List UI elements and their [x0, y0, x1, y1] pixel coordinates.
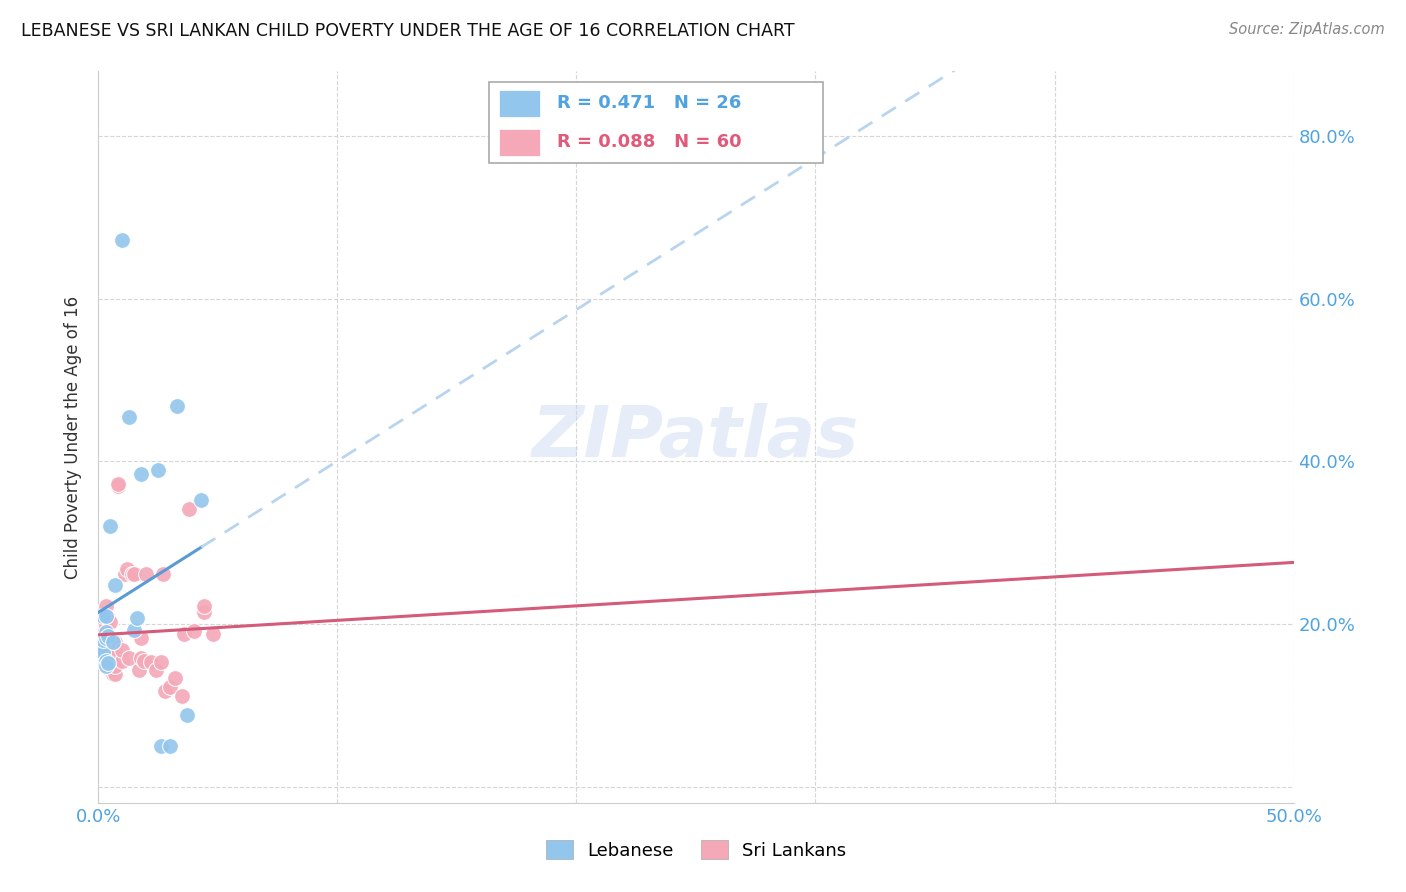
Point	[128, 663, 150, 677]
Point	[101, 643, 124, 657]
Point	[111, 654, 134, 668]
Text: ZIPatlas: ZIPatlas	[533, 402, 859, 472]
Point	[90, 631, 112, 645]
Point	[97, 610, 120, 624]
Point	[94, 607, 117, 622]
Point	[172, 689, 194, 703]
Point	[97, 639, 120, 653]
Point	[149, 739, 172, 753]
Point	[97, 631, 120, 645]
Point	[152, 566, 174, 581]
Y-axis label: Child Poverty Under the Age of 16: Child Poverty Under the Age of 16	[65, 295, 83, 579]
Point	[94, 625, 117, 640]
Point	[155, 683, 177, 698]
Point	[97, 656, 120, 670]
Point	[91, 639, 114, 653]
Point	[90, 654, 112, 668]
Text: R = 0.471   N = 26: R = 0.471 N = 26	[557, 95, 742, 112]
Point	[104, 643, 127, 657]
Point	[101, 651, 124, 665]
Point	[193, 605, 215, 619]
Point	[125, 610, 148, 624]
Point	[190, 493, 212, 508]
Point	[131, 651, 153, 665]
FancyBboxPatch shape	[488, 82, 823, 163]
Point	[98, 615, 122, 629]
Point	[159, 680, 181, 694]
Point	[124, 566, 146, 581]
Point	[90, 610, 112, 624]
Point	[166, 399, 188, 413]
Point	[124, 623, 146, 637]
Point	[148, 462, 170, 476]
Point	[98, 663, 122, 677]
Point	[111, 234, 134, 248]
Point	[94, 608, 117, 623]
Point	[176, 708, 198, 723]
Point	[104, 578, 127, 592]
Point	[91, 645, 114, 659]
Point	[97, 629, 120, 643]
Point	[91, 633, 114, 648]
Point	[94, 618, 117, 632]
Point	[121, 566, 143, 581]
Point	[163, 672, 186, 686]
Point	[97, 659, 120, 673]
Point	[91, 615, 114, 630]
Point	[111, 643, 134, 657]
Point	[104, 635, 127, 649]
Point	[193, 599, 215, 614]
Point	[104, 667, 127, 681]
Point	[202, 626, 225, 640]
Legend: Lebanese, Sri Lankans: Lebanese, Sri Lankans	[538, 833, 853, 867]
Point	[91, 643, 114, 657]
Text: Source: ZipAtlas.com: Source: ZipAtlas.com	[1229, 22, 1385, 37]
Point	[173, 626, 195, 640]
Point	[98, 519, 122, 533]
Text: LEBANESE VS SRI LANKAN CHILD POVERTY UNDER THE AGE OF 16 CORRELATION CHART: LEBANESE VS SRI LANKAN CHILD POVERTY UND…	[21, 22, 794, 40]
Point	[107, 477, 129, 491]
Point	[101, 635, 124, 649]
Point	[94, 631, 117, 645]
Point	[97, 643, 120, 657]
Point	[104, 659, 127, 673]
Point	[139, 655, 162, 669]
Point	[94, 654, 117, 668]
Point	[91, 608, 114, 623]
Bar	[499, 89, 540, 117]
Point	[94, 659, 117, 673]
Point	[135, 566, 157, 581]
Point	[118, 651, 141, 665]
Point	[183, 624, 205, 638]
Point	[90, 641, 112, 656]
Point	[90, 624, 112, 638]
Point	[179, 501, 201, 516]
Point	[159, 739, 181, 753]
Point	[114, 566, 136, 581]
Point	[115, 562, 138, 576]
Point	[131, 467, 153, 481]
Point	[91, 624, 114, 638]
Bar	[499, 128, 540, 156]
Point	[94, 631, 117, 645]
Point	[90, 618, 112, 632]
Point	[107, 479, 129, 493]
Point	[145, 663, 167, 677]
Point	[149, 655, 172, 669]
Point	[118, 409, 141, 424]
Point	[101, 635, 124, 649]
Point	[101, 667, 124, 681]
Point	[132, 654, 155, 668]
Point	[94, 639, 117, 653]
Point	[98, 655, 122, 669]
Point	[101, 663, 124, 677]
Point	[97, 651, 120, 665]
Point	[94, 599, 117, 614]
Text: R = 0.088   N = 60: R = 0.088 N = 60	[557, 133, 742, 151]
Point	[131, 631, 153, 645]
Point	[94, 647, 117, 661]
